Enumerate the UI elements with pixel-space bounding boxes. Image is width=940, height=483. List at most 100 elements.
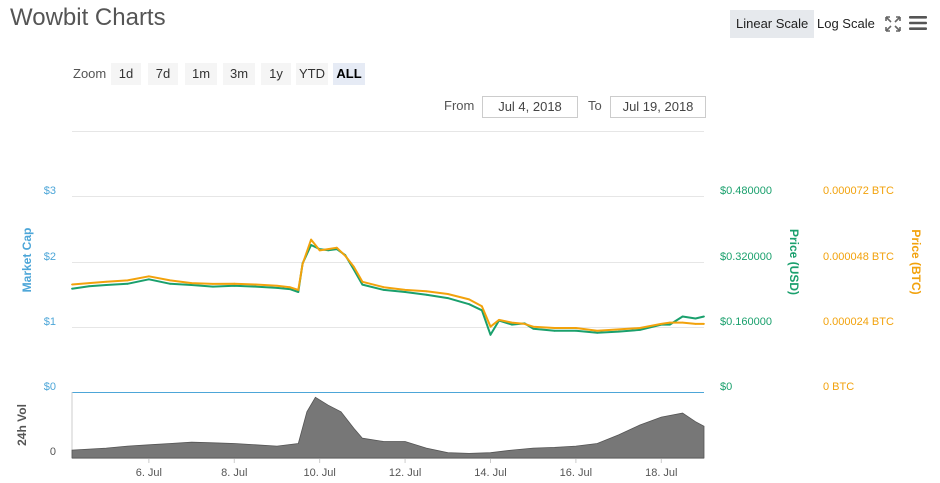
price-btc-line-point <box>276 284 278 287</box>
price-usd-line-point <box>212 285 214 288</box>
price-btc-line-point <box>425 290 428 293</box>
price-btc-line-point <box>639 327 641 329</box>
range-to-input[interactable]: Jul 19, 2018 <box>610 96 706 118</box>
price-btc-line-point <box>148 275 150 278</box>
price-usd-line-point <box>404 291 406 293</box>
range-from-input[interactable]: Jul 4, 2018 <box>482 96 578 118</box>
price-usd-line-point <box>681 315 684 318</box>
price-btc-line-point <box>523 323 526 325</box>
price-usd-tick: $0 <box>720 381 732 393</box>
price-btc-line-point <box>318 249 321 252</box>
price-btc-line-point <box>344 255 347 257</box>
price-usd-line-point <box>88 285 90 288</box>
price-btc-axis-title: Price (BTC) <box>909 229 923 294</box>
x-tick-label: 6. Jul <box>136 467 162 479</box>
price-usd-line-point <box>668 323 671 326</box>
price-btc-tick: 0.000048 BTC <box>823 251 894 263</box>
fullscreen-icon[interactable] <box>884 15 902 33</box>
price-usd-line-point <box>382 289 385 291</box>
x-tick-label: 10. Jul <box>303 467 335 479</box>
price-btc-line <box>71 238 704 332</box>
zoom-all-button[interactable]: ALL <box>333 63 365 85</box>
price-btc-line-point <box>352 265 355 268</box>
volume-area <box>71 396 705 459</box>
x-tick-label: 14. Jul <box>474 467 506 479</box>
price-usd-line-point <box>126 282 129 285</box>
price-btc-line-point <box>596 329 599 332</box>
market-cap-tick: $2 <box>44 251 56 263</box>
log-scale-button[interactable]: Log Scale <box>817 16 875 31</box>
price-usd-line-point <box>310 244 312 246</box>
price-btc-line-point <box>489 325 492 328</box>
price-btc-line-point <box>382 286 385 289</box>
price-btc-line-point <box>617 328 620 331</box>
price-usd-line-point <box>425 293 428 296</box>
x-tick-label: 16. Jul <box>560 467 592 479</box>
linear-scale-button[interactable]: Linear Scale <box>730 10 815 38</box>
price-usd-line-point <box>276 287 278 289</box>
price-btc-line-point <box>190 282 193 284</box>
price-usd-line <box>71 244 705 336</box>
price-btc-line-point <box>575 327 577 329</box>
market-cap-axis-title: Market Cap <box>20 228 34 293</box>
x-tick-label: 18. Jul <box>645 467 677 479</box>
price-btc-line-point <box>681 321 684 324</box>
volume-tick: 0 <box>50 446 56 458</box>
price-btc-line-point <box>703 323 705 325</box>
price-usd-line-point <box>553 329 556 332</box>
price-usd-axis-title: Price (USD) <box>787 229 801 295</box>
x-tick-label: 8. Jul <box>221 467 247 479</box>
price-btc-line-point <box>498 319 500 321</box>
price-usd-line-point <box>105 284 108 286</box>
price-btc-line-point <box>105 280 108 283</box>
price-btc-tick: 0 BTC <box>823 381 854 393</box>
price-btc-line-point <box>297 289 300 291</box>
price-usd-line-point <box>297 291 300 293</box>
zoom-1d-button[interactable]: 1d <box>111 63 141 85</box>
price-btc-line-point <box>301 263 304 265</box>
zoom-ytd-button[interactable]: YTD <box>296 63 328 85</box>
price-usd-line-point <box>169 282 172 285</box>
price-btc-line-point <box>327 248 330 251</box>
market-cap-tick: $3 <box>44 185 56 197</box>
price-usd-tick: $0.480000 <box>720 185 772 197</box>
price-btc-line-point <box>71 283 73 286</box>
zoom-1m-button[interactable]: 1m <box>185 63 217 85</box>
price-usd-tick: $0.160000 <box>720 316 772 328</box>
price-btc-line-point <box>481 305 483 308</box>
range-to-label: To <box>588 98 602 113</box>
zoom-3m-button[interactable]: 3m <box>223 63 255 85</box>
price-btc-line-point <box>310 238 312 241</box>
price-btc-line-point <box>532 325 535 328</box>
price-usd-line-point <box>468 303 470 306</box>
price-usd-line-point <box>694 317 697 320</box>
price-btc-line-point <box>233 282 236 285</box>
market-cap-tick: $1 <box>44 316 56 328</box>
price-btc-line-point <box>212 283 214 285</box>
price-usd-line-point <box>510 323 513 326</box>
price-usd-line-point <box>489 333 492 336</box>
price-btc-line-point <box>660 323 663 325</box>
price-btc-line-point <box>510 321 513 324</box>
x-tick-label: 12. Jul <box>389 467 421 479</box>
zoom-1y-button[interactable]: 1y <box>261 63 291 85</box>
price-btc-line-point <box>254 283 257 286</box>
price-btc-line-point <box>468 298 470 301</box>
price-usd-line-point <box>148 278 150 281</box>
price-usd-line-point <box>254 285 257 288</box>
price-usd-line-point <box>575 329 577 332</box>
price-btc-line-point <box>361 280 364 283</box>
price-btc-line-point <box>694 323 697 325</box>
zoom-7d-button[interactable]: 7d <box>148 63 178 85</box>
price-usd-line-point <box>639 329 641 331</box>
menu-icon[interactable] <box>909 14 927 32</box>
price-btc-tick: 0.000024 BTC <box>823 316 894 328</box>
price-usd-line-point <box>596 331 599 334</box>
price-btc-line-point <box>126 279 129 282</box>
price-usd-line-point <box>617 330 620 333</box>
volume-axis-title: 24h Vol <box>15 404 29 446</box>
price-usd-line-point <box>532 327 535 330</box>
price-usd-line-point <box>703 315 705 318</box>
price-usd-line-point <box>233 284 236 287</box>
